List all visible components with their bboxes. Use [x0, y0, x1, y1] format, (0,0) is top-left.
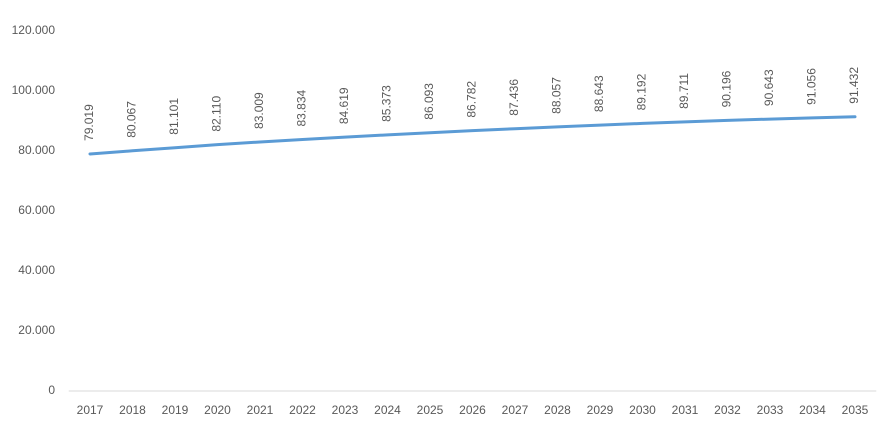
y-tick-label: 20.000: [18, 323, 55, 337]
x-tick-label: 2024: [374, 403, 401, 417]
data-label: 83.009: [252, 92, 266, 129]
data-label: 89.192: [635, 73, 649, 110]
x-tick-label: 2030: [629, 403, 656, 417]
data-label: 79.019: [82, 104, 96, 141]
x-tick-label: 2032: [714, 403, 741, 417]
data-label: 81.101: [167, 98, 181, 135]
x-tick-label: 2028: [544, 403, 571, 417]
x-tick-label: 2023: [332, 403, 359, 417]
x-tick-label: 2033: [757, 403, 784, 417]
data-label: 84.619: [337, 87, 351, 124]
x-tick-label: 2034: [799, 403, 826, 417]
data-label: 88.643: [592, 75, 606, 112]
data-label: 82.110: [210, 96, 224, 132]
x-tick-label: 2018: [119, 403, 146, 417]
y-tick-label: 100.000: [12, 83, 56, 97]
x-tick-label: 2022: [289, 403, 316, 417]
y-tick-label: 80.000: [18, 143, 55, 157]
data-label: 91.056: [805, 68, 819, 105]
data-label: 86.093: [422, 83, 436, 120]
line-series: [88, 115, 857, 156]
x-tick-label: 2019: [162, 403, 189, 417]
x-tick-label: 2029: [587, 403, 614, 417]
x-tick-label: 2035: [842, 403, 869, 417]
data-label: 87.436: [507, 79, 521, 116]
data-label: 85.373: [380, 85, 394, 122]
data-label: 91.432: [847, 67, 861, 104]
data-label: 80.067: [125, 101, 139, 138]
y-tick-label: 60.000: [18, 203, 55, 217]
x-tick-label: 2027: [502, 403, 529, 417]
data-label: 83.834: [295, 89, 309, 126]
y-tick-label: 120.000: [12, 23, 56, 37]
x-tick-label: 2017: [77, 403, 104, 417]
x-tick-label: 2025: [417, 403, 444, 417]
data-label: 86.782: [465, 81, 479, 118]
data-label: 89.711: [677, 73, 691, 109]
data-label: 90.643: [762, 69, 776, 106]
x-tick-label: 2020: [204, 403, 231, 417]
data-label: 90.196: [720, 70, 734, 107]
y-tick-label: 0: [48, 383, 55, 397]
y-tick-label: 40.000: [18, 263, 55, 277]
x-tick-label: 2021: [247, 403, 274, 417]
x-tick-label: 2031: [672, 403, 699, 417]
data-label: 88.057: [550, 77, 564, 114]
x-tick-label: 2026: [459, 403, 486, 417]
